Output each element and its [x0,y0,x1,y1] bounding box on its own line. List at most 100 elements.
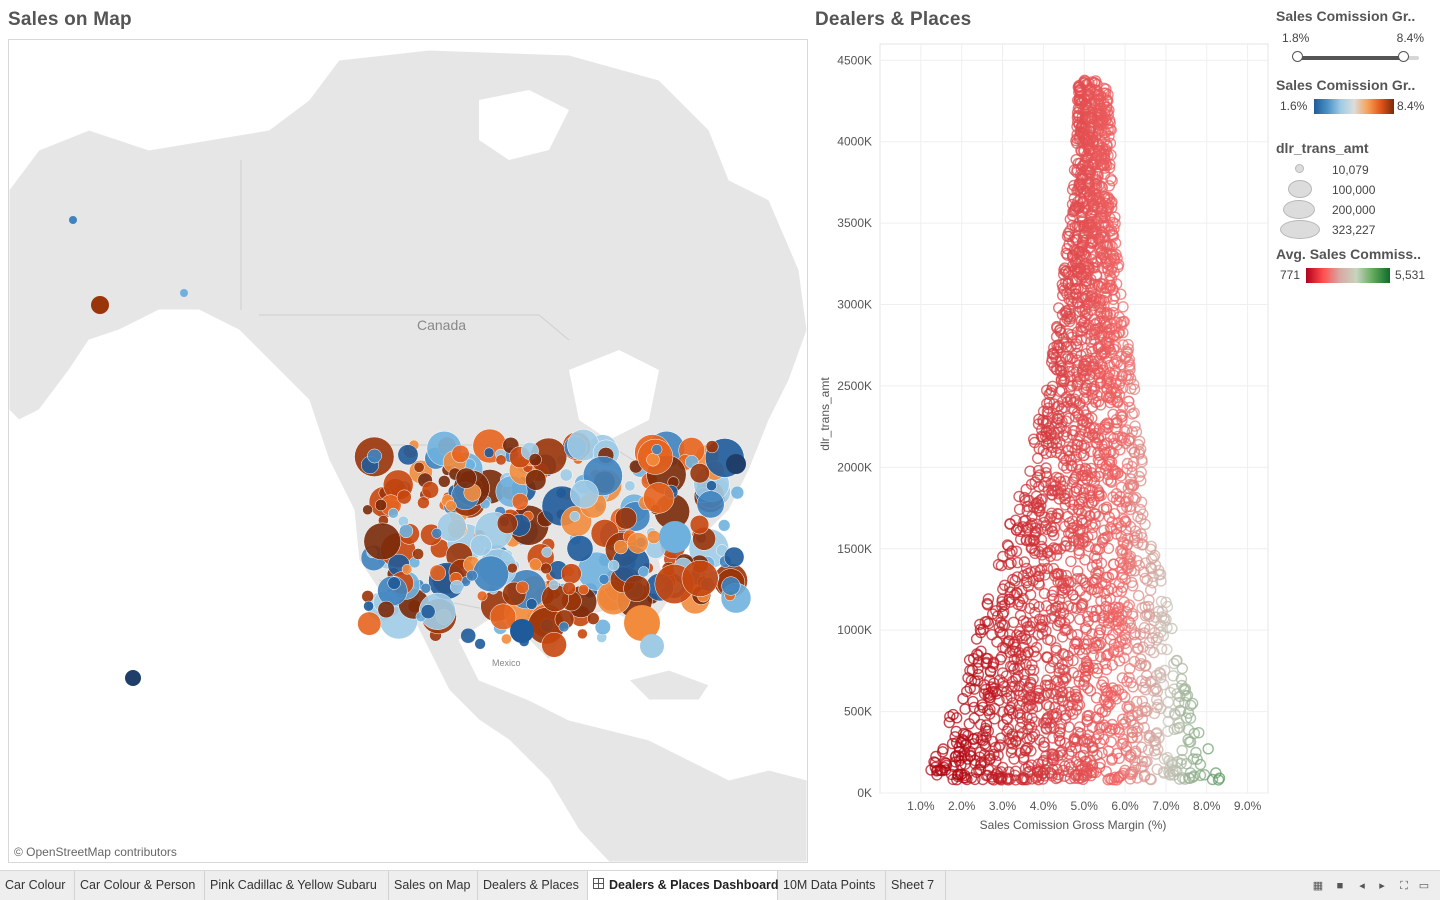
scatter-point [1153,569,1165,581]
tab-dealers-places-dashboard[interactable]: Dealers & Places Dashboard [588,871,779,900]
x-tick-label: 4.0% [1030,799,1058,813]
scatter-points [925,74,1226,786]
next-sheet-icon[interactable]: ▸ [1379,880,1385,892]
scatter-point [1047,748,1059,760]
sales-dot [721,576,741,596]
scatter-point [1053,324,1066,337]
scatter-point [1004,586,1017,598]
sales-map[interactable]: Canada Mexico © OpenStreetMap contributo… [8,39,808,863]
scatter-point [1085,770,1097,782]
scatter-point [1114,635,1127,648]
scatter-point [1158,615,1171,627]
scatter-point [1156,643,1168,655]
scatter-point [1073,202,1085,214]
scatter-point [1072,196,1084,208]
map-attribution[interactable]: © OpenStreetMap contributors [14,845,177,859]
map-color-legend[interactable]: Sales Comission Gr.. 1.6% 8.4% [1276,77,1436,117]
scatter-point [1120,643,1133,656]
filmstrip-icon[interactable]: ▦ [1312,880,1324,892]
map-canvas[interactable] [9,40,807,862]
scatter-point [984,665,997,677]
scatter-point [1066,522,1078,534]
scatter-point [1007,660,1019,672]
scatter-point [1086,76,1098,88]
scatter-point [1054,735,1066,747]
scatter-point [964,745,976,758]
scatter-point [1075,171,1088,183]
scatter-point [1072,565,1084,577]
scatter-point [1020,616,1033,629]
commission-range-filter[interactable]: Sales Comission Gr.. 1.8% 8.4% [1276,8,1436,66]
tab-sheet-7[interactable]: Sheet 7 [886,871,946,900]
scatter-point [1026,773,1038,785]
scatter-point [1045,687,1057,699]
scatter-point [1007,616,1020,628]
scatter-point [1016,727,1029,740]
x-axis-ticks: 1.0% 2.0% 3.0% 4.0% 5.0% 6.0% 7.0% 8.0% 9.0% [907,799,1261,813]
scatter-point [1099,463,1112,475]
sales-dot [646,452,660,467]
scatter-point [1107,491,1119,503]
scatter-point [1086,237,1098,250]
scatter-point [1112,467,1124,479]
sales-dot [125,670,141,686]
y-tick-label: 2500K [837,379,872,393]
scatter-point [1005,746,1018,759]
tab-pink-cadillac[interactable]: Pink Cadillac & Yellow Subaru [205,871,389,900]
size-legend[interactable]: dlr_trans_amt 10,079 100,000 200,000 323… [1276,140,1436,240]
sales-dot [598,573,610,585]
size-legend-row: 10,079 [1276,160,1436,180]
scatter-point [1079,264,1091,277]
scatter-point [1029,606,1041,619]
scatter-point [1041,562,1054,575]
presentation-icon[interactable]: ▭ [1418,880,1430,892]
scatter-point [1095,144,1107,157]
scatter-point [988,713,1001,725]
scatter-point [1080,623,1093,636]
tab-car-colour[interactable]: Car Colour [0,871,75,900]
scatter-point [972,675,984,687]
scatter-point [1023,718,1036,730]
scatter-point [1130,491,1142,504]
tab-dealers-places[interactable]: Dealers & Places [478,871,588,900]
scatter-point [1078,675,1090,687]
scatter-point [1149,559,1162,571]
sales-dot [528,453,542,467]
scatter-point [1118,652,1130,664]
scatter-point [1058,338,1070,350]
scatter-point [1102,745,1115,757]
scatter-point [1183,772,1195,784]
scatter-point [1087,158,1099,171]
range-min-handle[interactable] [1292,51,1303,62]
tab-10m-data-points[interactable]: 10M Data Points [778,871,886,900]
scatter-point [1186,697,1199,710]
scatter-point [1125,677,1137,689]
scatter-point [998,579,1011,591]
scatter-point [1040,470,1053,482]
prev-sheet-icon[interactable]: ◂ [1359,880,1365,892]
tab-sales-on-map[interactable]: Sales on Map [389,871,478,900]
scatter-plot[interactable]: 0K 500K 1000K 1500K 2000K 2500K 3000K 3500K 4000… [810,38,1270,838]
scatter-point [1040,384,1053,396]
scatter-point [1093,341,1105,354]
scatter-color-legend[interactable]: Avg. Sales Commiss.. 771 5,531 [1276,246,1436,286]
tabs-view-icon[interactable]: ■ [1336,880,1344,892]
scatter-point [1100,282,1112,295]
scatter-point [1074,613,1086,625]
scatter-point [1194,769,1207,782]
sales-dot [489,603,517,631]
scatter-point [1116,370,1128,383]
sales-dot [431,527,443,539]
scatter-point [1104,117,1116,129]
tab-car-colour-person[interactable]: Car Colour & Person [75,871,205,900]
fullscreen-icon[interactable]: ⛶ [1400,880,1408,892]
scatter-point [1063,721,1075,733]
sales-dot [681,559,719,597]
scatter-point [1098,215,1110,228]
scatter-point [1044,662,1057,674]
scatter-point [1091,389,1103,402]
range-max-handle[interactable] [1398,51,1409,62]
scatter-point [1012,670,1024,683]
scatter-point [1023,694,1036,706]
scatter-title: Dealers & Places [815,9,972,30]
